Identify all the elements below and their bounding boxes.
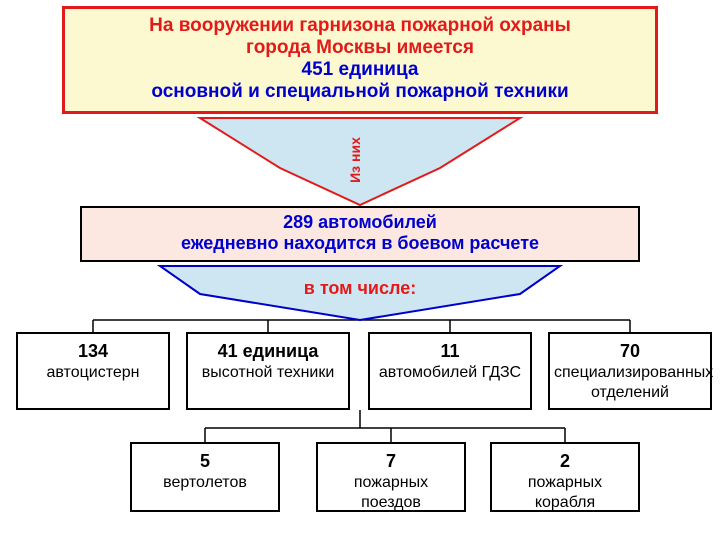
top-line1: На вооружении гарнизона пожарной охраны — [75, 15, 645, 37]
top-line2: города Москвы имеется — [75, 37, 645, 59]
item-box-2-0: 5вертолетов — [130, 442, 280, 512]
arrow1-shape — [200, 118, 520, 205]
item-box-1-0: 134автоцистерн — [16, 332, 170, 410]
top-summary-box: На вооружении гарнизона пожарной охраны … — [62, 6, 658, 114]
item-number: 7 — [322, 450, 460, 473]
mid-box: 289 автомобилей ежедневно находится в бо… — [80, 206, 640, 262]
arrow2-label: в том числе: — [304, 278, 416, 298]
item-label: автоцистерн — [22, 363, 164, 383]
mid-line1: 289 автомобилей — [92, 212, 628, 233]
item-box-1-1: 41 единицавысотной техники — [186, 332, 350, 410]
item-number: 41 единица — [192, 340, 344, 363]
item-number: 134 — [22, 340, 164, 363]
item-box-2-1: 7пожарных поездов — [316, 442, 466, 512]
item-label: вертолетов — [136, 473, 274, 493]
item-box-2-2: 2пожарных корабля — [490, 442, 640, 512]
item-box-1-2: 11автомобилей ГДЗС — [368, 332, 532, 410]
item-label: специализированных отделений — [554, 363, 706, 403]
item-label: высотной техники — [192, 363, 344, 383]
item-number: 11 — [374, 340, 526, 363]
arrow2-shape — [160, 266, 560, 320]
item-number: 2 — [496, 450, 634, 473]
item-label: пожарных корабля — [496, 473, 634, 513]
mid-line2: ежедневно находится в боевом расчете — [92, 233, 628, 254]
item-label: пожарных поездов — [322, 473, 460, 513]
item-number: 5 — [136, 450, 274, 473]
top-line3: 451 единица — [75, 59, 645, 81]
item-label: автомобилей ГДЗС — [374, 363, 526, 383]
item-number: 70 — [554, 340, 706, 363]
top-line4: основной и специальной пожарной техники — [75, 81, 645, 103]
item-box-1-3: 70специализированных отделений — [548, 332, 712, 410]
arrow1-label: Из них — [347, 137, 363, 183]
